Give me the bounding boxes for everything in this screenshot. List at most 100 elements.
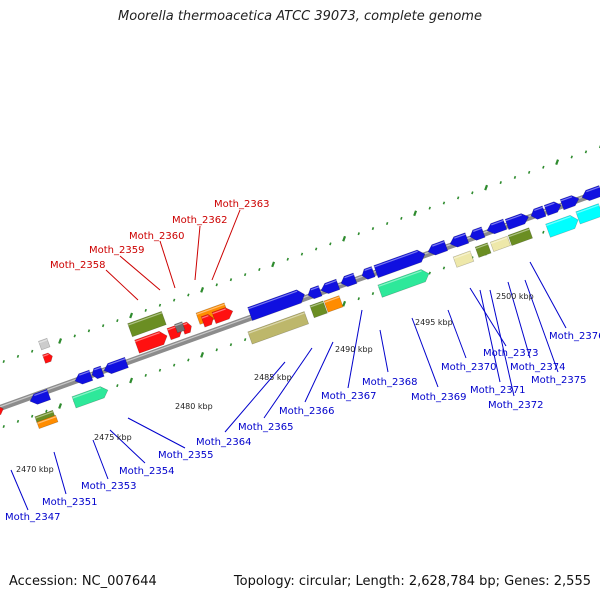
gene-feature <box>340 272 358 287</box>
gene-feature <box>36 414 59 429</box>
tick-mark <box>357 232 360 236</box>
gene-labels: Moth_2358 Moth_2359 Moth_2360 Moth_2362 Moth… <box>5 199 600 523</box>
gene-shape <box>36 414 59 429</box>
gene-label: Moth_2376 <box>549 331 600 342</box>
gene-shine <box>248 312 305 334</box>
tick-mark <box>258 267 261 271</box>
tick-mark <box>158 303 162 307</box>
tick-mark <box>172 298 176 302</box>
gene-feature <box>504 213 530 231</box>
tick-mark <box>314 247 318 251</box>
tick-mark <box>442 201 446 205</box>
gene-label: Moth_2367 <box>321 391 376 402</box>
gene-shape <box>504 213 530 231</box>
tick-mark <box>342 300 347 307</box>
gene-shine <box>127 312 163 326</box>
gene-label: Moth_2364 <box>196 437 251 448</box>
gene-shine <box>196 303 225 316</box>
gene-shine <box>505 214 522 222</box>
gene-shine <box>94 366 102 371</box>
gene-shape <box>545 214 579 238</box>
gene-shine <box>344 273 354 279</box>
gene-feature <box>71 386 109 409</box>
gene-shape <box>0 405 4 418</box>
tick-mark <box>542 165 545 169</box>
gene-shine <box>134 332 160 343</box>
gene-shape <box>247 311 310 345</box>
gene-label: Moth_2375 <box>531 375 586 386</box>
gene-shape <box>361 266 376 280</box>
gene-shape <box>127 311 167 338</box>
gene-shape <box>200 313 214 328</box>
tick-mark <box>371 227 375 231</box>
tick-mark <box>484 184 489 191</box>
tick-mark <box>555 159 560 165</box>
gene-shape <box>38 337 51 351</box>
gene-label: Moth_2354 <box>119 466 174 477</box>
gene-shape <box>452 250 475 268</box>
gene-feature <box>320 278 341 294</box>
label-leader-line <box>224 361 286 433</box>
gene-shine <box>37 416 57 425</box>
label-leader-line <box>127 417 186 449</box>
tick-mark <box>172 363 176 367</box>
gene-shape <box>91 365 105 380</box>
gene-shine <box>453 251 471 260</box>
tick-mark <box>187 293 190 297</box>
label-leader-line <box>524 279 559 373</box>
tick-mark <box>428 206 431 210</box>
gene-feature <box>211 307 234 324</box>
gene-shape <box>134 330 168 354</box>
gene-shine <box>490 236 508 245</box>
map-title: Moorella thermoacetica ATCC 39073, compl… <box>118 9 482 24</box>
gene-label: Moth_2371 <box>470 385 525 396</box>
gene-shine <box>544 202 555 208</box>
gene-shape <box>559 195 580 211</box>
tick-mark <box>542 230 545 234</box>
scale-label: 2500 kbp <box>496 292 534 301</box>
gene-feature <box>42 352 53 364</box>
label-leader-line <box>105 269 139 301</box>
gene-shine <box>42 353 49 357</box>
label-leader-line <box>194 225 201 281</box>
gene-feature <box>361 266 376 280</box>
scale-labels: 2470 kbp 2475 kbp 2480 kbp 2485 kbp 2490 kbp… <box>16 292 534 474</box>
gene-feature <box>174 321 186 334</box>
gene-label: Moth_2351 <box>42 497 97 508</box>
gene-shape <box>103 356 129 375</box>
tick-mark <box>16 419 20 423</box>
label-leader-line <box>469 287 507 347</box>
tick-mark <box>116 384 119 388</box>
gene-feature <box>581 185 600 201</box>
tick-mark <box>456 196 460 200</box>
tick-mark <box>271 261 276 268</box>
tick-mark <box>73 334 76 338</box>
tick-mark <box>428 271 431 275</box>
gene-shine <box>586 186 600 193</box>
tick-mark <box>243 273 247 277</box>
gene-label: Moth_2374 <box>510 362 565 373</box>
gene-feature <box>530 205 547 220</box>
gene-shape <box>247 289 305 321</box>
gene-label: Moth_2360 <box>129 231 184 242</box>
tick-mark <box>144 373 147 377</box>
tick-mark <box>499 181 502 185</box>
gene-shape <box>489 235 512 252</box>
gene-feature <box>474 242 492 258</box>
label-leader-line <box>304 341 334 403</box>
tick-mark <box>200 287 205 293</box>
label-leader-line <box>347 309 363 389</box>
gene-feature <box>247 311 310 345</box>
gene-shape <box>427 239 449 256</box>
gene-shine <box>378 270 422 288</box>
gene-feature <box>323 295 344 313</box>
gene-shine <box>108 358 126 366</box>
tick-mark <box>329 242 332 246</box>
accession-text: Accession: NC_007644 <box>9 574 157 589</box>
scale-label: 2490 kbp <box>335 345 373 354</box>
gene-shine <box>34 390 48 396</box>
gene-shape <box>486 218 508 235</box>
gene-shape <box>174 321 186 334</box>
gene-shine <box>576 204 600 214</box>
